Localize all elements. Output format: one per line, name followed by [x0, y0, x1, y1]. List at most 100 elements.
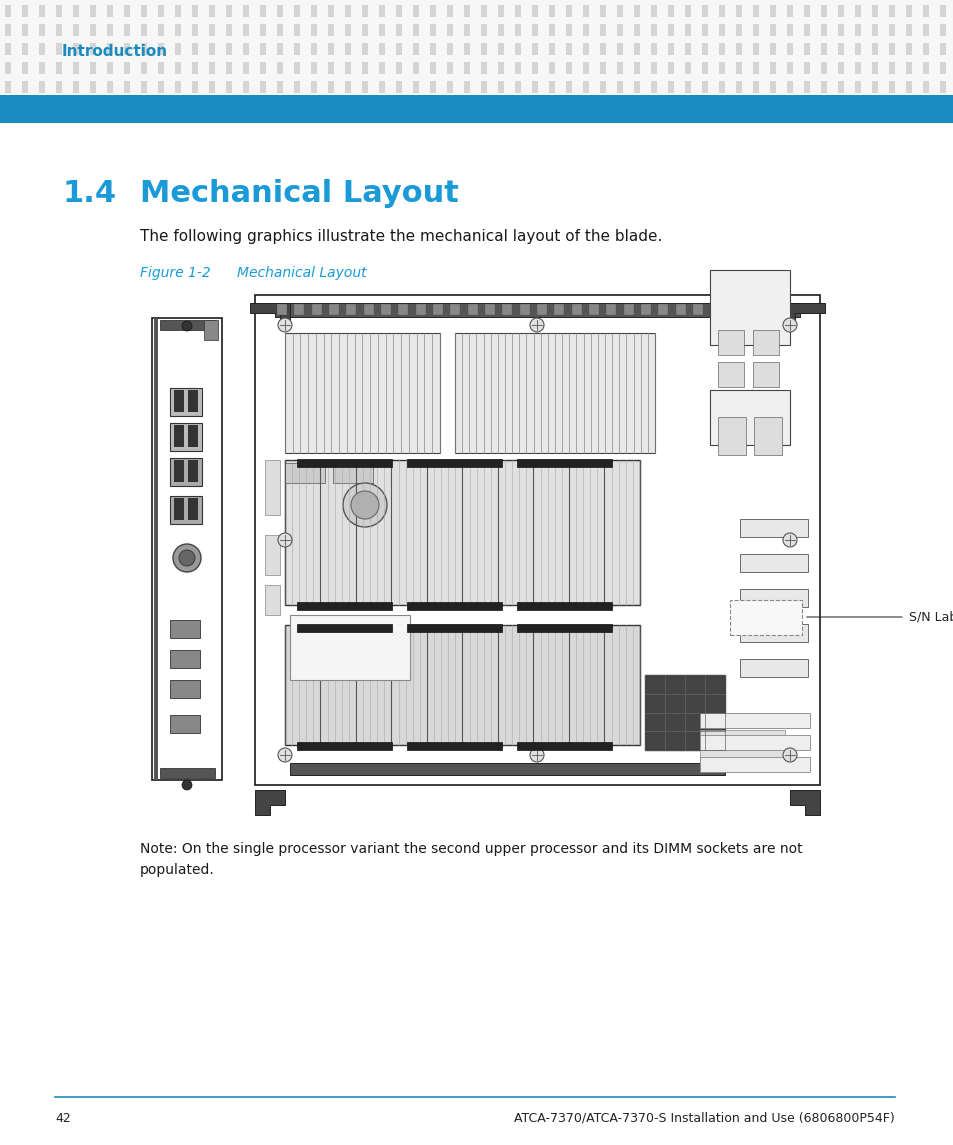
Bar [519, 305, 529, 315]
Bar [170, 619, 200, 638]
Bar [700, 731, 784, 747]
Bar [854, 44, 861, 55]
Bar [752, 81, 759, 93]
Bar [700, 735, 809, 750]
Bar [174, 5, 181, 17]
Bar [617, 81, 622, 93]
Bar [170, 458, 202, 485]
Bar [769, 81, 775, 93]
Bar [5, 81, 11, 93]
Bar [719, 44, 724, 55]
Bar [56, 5, 62, 17]
Bar [599, 62, 605, 74]
Bar [515, 62, 520, 74]
Bar [752, 44, 759, 55]
Bar [226, 5, 232, 17]
Bar [124, 44, 130, 55]
Bar [285, 625, 639, 745]
Bar [346, 305, 356, 315]
Bar [433, 305, 442, 315]
Bar [413, 44, 418, 55]
Bar [329, 305, 338, 315]
Bar [484, 305, 495, 315]
Bar [871, 62, 877, 74]
Bar [548, 62, 555, 74]
Bar [650, 81, 657, 93]
Bar [107, 24, 112, 35]
Bar [90, 62, 96, 74]
Bar [480, 24, 486, 35]
Bar [650, 5, 657, 17]
Bar [276, 81, 283, 93]
Bar [599, 5, 605, 17]
Bar [296, 459, 392, 467]
Bar [243, 81, 249, 93]
Bar [565, 5, 572, 17]
Bar [56, 62, 62, 74]
Bar [107, 5, 112, 17]
Bar [532, 24, 537, 35]
Bar [170, 650, 200, 668]
Bar [209, 5, 214, 17]
Bar [888, 81, 894, 93]
Bar [455, 333, 655, 453]
Polygon shape [789, 790, 820, 815]
Bar [243, 5, 249, 17]
Bar [735, 5, 741, 17]
Bar [582, 44, 588, 55]
Bar [174, 81, 181, 93]
Bar [497, 81, 503, 93]
Bar [173, 498, 184, 520]
Bar [803, 62, 809, 74]
Bar [565, 62, 572, 74]
Bar [90, 5, 96, 17]
Polygon shape [250, 303, 290, 319]
Bar [260, 44, 266, 55]
Bar [378, 62, 385, 74]
Bar [276, 305, 287, 315]
Bar [430, 81, 436, 93]
Bar [735, 81, 741, 93]
Bar [650, 62, 657, 74]
Bar [923, 62, 928, 74]
Bar [837, 62, 843, 74]
Bar [209, 24, 214, 35]
Polygon shape [254, 790, 285, 815]
Bar [73, 5, 79, 17]
Bar [141, 24, 147, 35]
Bar [905, 5, 911, 17]
Bar [265, 460, 280, 515]
Bar [582, 81, 588, 93]
Bar [5, 44, 11, 55]
Bar [692, 305, 702, 315]
Bar [363, 305, 374, 315]
Bar [701, 24, 707, 35]
Bar [719, 81, 724, 93]
Text: Introduction: Introduction [62, 45, 168, 60]
Bar [467, 305, 477, 315]
Bar [821, 44, 826, 55]
Bar [188, 390, 198, 412]
Bar [345, 24, 351, 35]
Bar [311, 44, 316, 55]
Bar [192, 44, 198, 55]
Bar [209, 81, 214, 93]
Bar [395, 81, 401, 93]
Bar [548, 24, 555, 35]
Bar [752, 24, 759, 35]
Bar [735, 62, 741, 74]
Bar [752, 62, 759, 74]
Bar [939, 24, 945, 35]
Bar [821, 81, 826, 93]
Bar [158, 5, 164, 17]
Bar [634, 81, 639, 93]
Bar [871, 44, 877, 55]
Bar [617, 5, 622, 17]
Bar [285, 460, 639, 605]
Bar [463, 24, 470, 35]
Bar [837, 5, 843, 17]
Bar [729, 600, 801, 635]
Bar [650, 24, 657, 35]
Bar [480, 5, 486, 17]
Bar [803, 24, 809, 35]
